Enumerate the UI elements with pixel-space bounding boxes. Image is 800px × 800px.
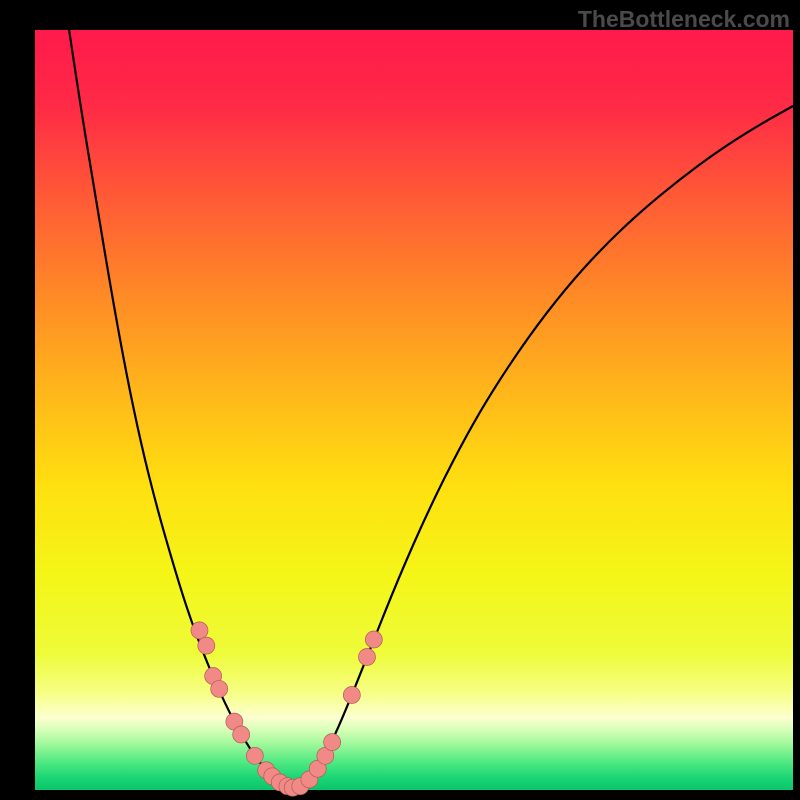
data-marker bbox=[191, 622, 208, 639]
data-marker bbox=[246, 747, 263, 764]
data-marker bbox=[324, 734, 341, 751]
data-marker bbox=[365, 631, 382, 648]
data-marker bbox=[211, 680, 228, 697]
data-marker bbox=[359, 649, 376, 666]
data-marker bbox=[198, 637, 215, 654]
bottleneck-chart bbox=[0, 0, 800, 800]
plot-background bbox=[35, 30, 793, 790]
data-marker bbox=[343, 687, 360, 704]
watermark-text: TheBottleneck.com bbox=[578, 6, 790, 33]
data-marker bbox=[233, 726, 250, 743]
